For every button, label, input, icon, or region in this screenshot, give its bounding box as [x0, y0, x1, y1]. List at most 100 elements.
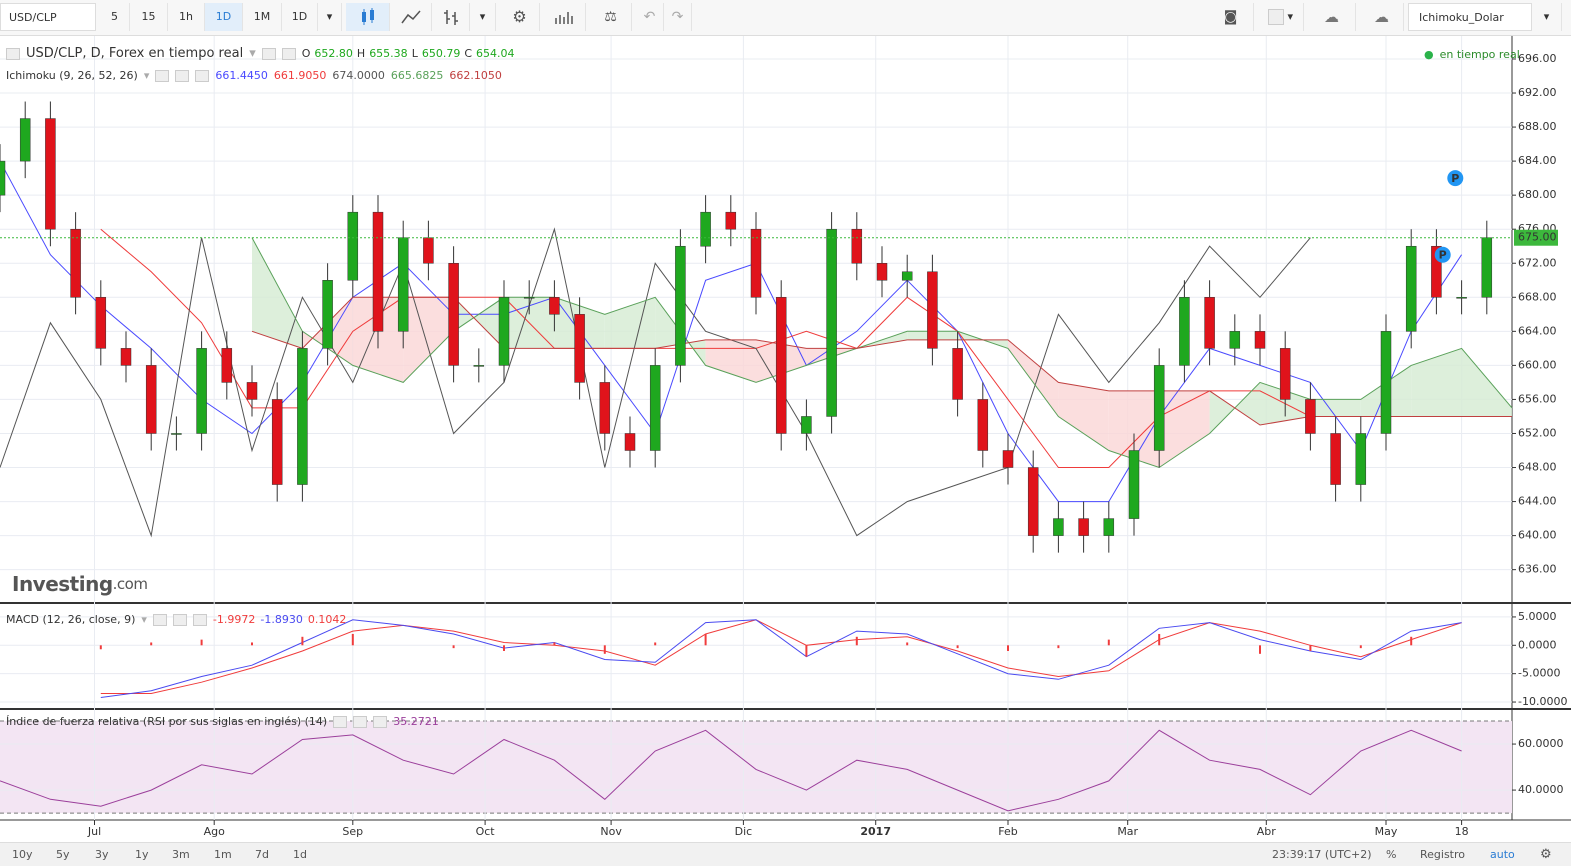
range-button[interactable]: 7d [255, 848, 269, 861]
save-icon[interactable]: ☁ [1360, 3, 1404, 31]
interval-button[interactable]: 1M [243, 3, 282, 31]
ichimoku-line [0, 160, 1463, 503]
dropdown[interactable]: ▾ [470, 3, 496, 31]
close-icon[interactable] [195, 69, 210, 82]
range-button[interactable]: 10y [12, 848, 33, 861]
candle-body [599, 382, 611, 434]
readout-value: -1.8930 [260, 613, 303, 626]
candle-body [423, 237, 434, 264]
candle-body [549, 297, 560, 315]
status-text: en tiempo real [1439, 48, 1520, 61]
log-toggle[interactable]: Registro [1420, 848, 1466, 861]
range-button[interactable]: 1y [135, 848, 149, 861]
cloud-fill [1411, 348, 1462, 417]
dropdown[interactable]: ▾ [1532, 3, 1562, 31]
event-label: P [1451, 172, 1459, 185]
indicators-icon[interactable] [542, 3, 586, 31]
gear-icon[interactable] [172, 613, 187, 626]
candle-body [1053, 518, 1064, 536]
candle-body [1431, 245, 1442, 298]
close-icon[interactable] [373, 715, 388, 728]
line-icon[interactable] [390, 3, 432, 31]
readout-value: 661.4450 [215, 69, 268, 82]
auto-toggle[interactable]: auto [1490, 848, 1515, 861]
dropdown[interactable]: ▾ [249, 46, 256, 61]
candle-body [523, 297, 535, 299]
bars-icon[interactable] [432, 3, 470, 31]
symbol-input[interactable]: USD/CLP [0, 3, 96, 31]
candle-body [1153, 365, 1165, 451]
eye-icon[interactable] [333, 715, 348, 728]
y-tick-label: 640.00 [1518, 529, 1557, 542]
interval-button[interactable]: 1h [168, 3, 205, 31]
settings-icon[interactable]: ⚙ [1540, 847, 1552, 862]
y-tick-label: 636.00 [1518, 563, 1557, 576]
gear-icon[interactable] [281, 47, 296, 60]
last-price-label: 675.00 [1518, 231, 1557, 244]
dropdown[interactable]: ▾ [318, 3, 342, 31]
cloud-fill [252, 237, 303, 349]
percent-toggle[interactable]: % [1386, 848, 1397, 861]
panel-divider [0, 602, 1571, 604]
gear-icon[interactable] [175, 69, 190, 82]
readout-value: 661.9050 [273, 69, 327, 82]
range-button[interactable]: 5y [56, 848, 70, 861]
candle-body [801, 416, 812, 434]
dropdown[interactable]: ▾ [143, 69, 150, 82]
load-icon[interactable]: ☁ [1308, 3, 1356, 31]
candle-body [145, 365, 157, 434]
range-button[interactable]: 3m [172, 848, 190, 861]
eye-icon[interactable] [261, 47, 276, 60]
x-tick-label: Ago [204, 825, 226, 838]
candle-body [1254, 331, 1266, 349]
candles-icon[interactable] [346, 3, 390, 31]
candle-body [1128, 450, 1140, 519]
template-name[interactable]: Ichimoku_Dolar [1408, 3, 1532, 31]
readout-value: 655.38 [369, 47, 408, 60]
y-tick-label: 656.00 [1518, 392, 1557, 405]
cloud-fill [1461, 348, 1512, 417]
interval-button[interactable]: 5 [100, 3, 130, 31]
candle-body [95, 297, 107, 349]
candle-body [19, 118, 31, 162]
range-button[interactable]: 1d [293, 848, 307, 861]
candle-body [725, 211, 737, 230]
x-tick-label: Oct [476, 825, 496, 838]
chart-interval[interactable]: 1D [282, 3, 318, 31]
close-icon[interactable] [192, 613, 207, 626]
candle-body [196, 348, 207, 434]
cloud-fill [705, 339, 756, 383]
eye-icon[interactable] [155, 69, 170, 82]
event-marker [1434, 246, 1451, 263]
gear-icon[interactable] [353, 715, 368, 728]
candle-body [297, 348, 308, 485]
candle-body [826, 228, 837, 417]
x-tick-label: Feb [998, 825, 1017, 838]
toolbar: USD/CLP 5 15 1h 1D 1M 1D ▾ ▾ ⚙ ⚖ ↶ ↷ ◙ ▾ ☁ ☁… [0, 0, 1571, 36]
watermark-domain: .com [112, 575, 148, 593]
candle-body [1405, 245, 1417, 332]
ichimoku-legend: Ichimoku (9, 26, 52, 26) ▾ 661.4450 661.9… [6, 69, 502, 82]
snapshot-icon[interactable]: ◙ [1208, 3, 1254, 31]
collapse-icon[interactable] [6, 47, 20, 60]
candle-body [1078, 518, 1089, 536]
redo-icon[interactable]: ↷ [664, 3, 692, 31]
eye-icon[interactable] [152, 613, 167, 626]
range-button[interactable]: 1m [214, 848, 232, 861]
y-tick-label: -5.0000 [1518, 667, 1560, 680]
dropdown[interactable]: ▾ [141, 613, 147, 626]
undo-icon[interactable]: ↶ [636, 3, 664, 31]
rsi-band [0, 721, 1512, 814]
compare-icon[interactable]: ⚖ [590, 3, 632, 31]
range-button[interactable]: 3y [95, 848, 109, 861]
interval-button[interactable]: 1D [205, 3, 243, 31]
y-tick-label: 5.0000 [1518, 610, 1557, 623]
candle-body [1305, 399, 1316, 434]
layout-icon[interactable]: ▾ [1258, 3, 1304, 31]
candle-body [1330, 433, 1341, 485]
cloud-fill [1058, 382, 1109, 451]
candle-body [271, 399, 283, 485]
x-tick-label: Dic [735, 825, 753, 838]
settings-icon[interactable]: ⚙ [500, 3, 540, 31]
interval-button[interactable]: 15 [130, 3, 168, 31]
